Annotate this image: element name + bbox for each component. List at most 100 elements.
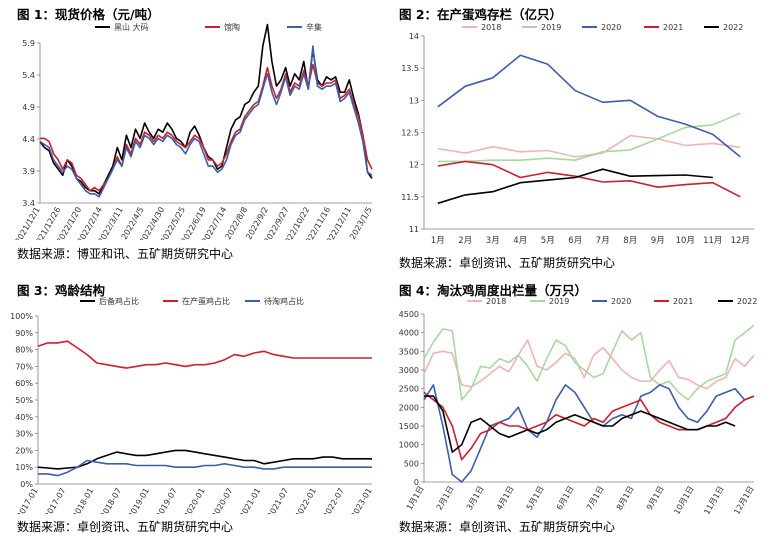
x-tick-label: 12月 [731, 236, 750, 246]
x-tick-label: 2021-07 [266, 487, 291, 515]
chart3-plot: 0% 10% 20% 30% 40% 50% 60% 70% 80% 90% 100% 2017-01… [10, 296, 374, 515]
chart4-plot: 0 500 1000 1500 2000 2500 3000 3500 4000 4500 1月1日… [399, 297, 758, 517]
series-line-2019 [437, 112, 741, 163]
x-tick-label: 2月 [458, 236, 472, 246]
y-tick-label: 60% [15, 379, 33, 388]
y-tick-label: 90% [15, 329, 33, 338]
x-tick-label: 8月1日 [615, 485, 636, 512]
y-tick-label: 0 [414, 478, 419, 487]
y-tick-label: 2000 [399, 403, 419, 412]
series-line-2020 [423, 384, 755, 483]
x-tick-label: 5月1日 [525, 485, 546, 512]
y-tick-label: 2500 [399, 385, 419, 394]
x-tick-label: 10月 [676, 236, 695, 246]
legend-label: 2022 [723, 23, 743, 32]
y-tick-label: 5.9 [22, 39, 35, 48]
y-tick-label: 11 [409, 225, 419, 234]
chart4-source: 数据来源：卓创资讯、五矿期货研究中心 [399, 520, 616, 534]
series-line-2022 [437, 168, 713, 205]
x-tick-label: 2017-01 [15, 487, 40, 515]
legend-label: 在产蛋鸡占比 [182, 296, 230, 306]
x-tick-label: 9月1日 [645, 485, 666, 512]
y-tick-label: 3000 [399, 366, 419, 375]
x-tick-label: 2017-07 [43, 487, 68, 515]
x-tick-label: 2018-07 [99, 487, 124, 515]
x-tick-label: 2019-07 [154, 487, 179, 515]
y-tick-label: 13 [409, 96, 419, 105]
x-tick-label: 9月 [651, 236, 665, 246]
y-tick-label: 70% [15, 362, 33, 371]
x-tick-label: 2020-07 [210, 487, 235, 515]
x-tick-label: 12月1日 [732, 485, 755, 517]
y-tick-label: 1000 [399, 441, 419, 450]
legend-label: 2018 [481, 23, 501, 32]
legend-label: 黑山 大码 [114, 22, 149, 32]
legend-label: 2018 [486, 297, 506, 306]
chart2-plot: 11 11.5 12 12.5 13 13.5 14 1月 2月 3月 4月 5月 6月 7月 8月 9月 10… [401, 23, 754, 246]
series-line-黑山 大码 [39, 23, 373, 195]
y-tick-label: 50% [15, 396, 33, 405]
x-tick-label: 2019-01 [127, 487, 152, 515]
x-tick-label: 2022-07 [321, 487, 346, 515]
y-tick-label: 4.4 [22, 135, 35, 144]
y-tick-label: 12 [409, 161, 419, 170]
x-tick-label: 6月1日 [555, 485, 576, 512]
series-line-2020 [437, 54, 741, 158]
x-tick-label: 4月1日 [495, 485, 516, 512]
series-line-辛集 [39, 45, 373, 198]
series-line-2021 [437, 160, 741, 198]
x-tick-label: 1月1日 [405, 485, 426, 512]
y-tick-label: 3500 [399, 347, 419, 356]
series-line-在产蛋鸡占比 [37, 340, 372, 369]
chart3-source: 数据来源：卓创资讯、五矿期货研究中心 [17, 520, 234, 534]
x-tick-label: 2022-01 [294, 487, 319, 515]
x-tick-label: 3月 [486, 236, 500, 246]
x-tick-label: 6月 [568, 236, 582, 246]
series-line-馆陶 [40, 63, 373, 192]
y-tick-label: 5.4 [22, 71, 35, 80]
chart3-title: 图 3：鸡龄结构 [17, 283, 106, 298]
legend-label: 后备鸡占比 [99, 296, 139, 306]
y-tick-label: 10% [15, 463, 33, 472]
series-line-2019 [423, 324, 755, 401]
chart1-title: 图 1：现货价格（元/吨） [17, 7, 160, 22]
x-tick-label: 4月 [513, 236, 527, 246]
y-tick-label: 1500 [399, 422, 419, 431]
series-line-2022 [424, 395, 736, 453]
legend-label: 2019 [541, 23, 561, 32]
legend-label: 待淘鸡占比 [264, 296, 304, 306]
series-line-2018 [437, 134, 741, 158]
legend-label: 2021 [663, 23, 683, 32]
y-tick-label: 4000 [399, 329, 419, 338]
legend-label: 2019 [549, 297, 569, 306]
x-tick-label: 2023-01 [349, 487, 374, 515]
x-tick-label: 7月 [596, 236, 610, 246]
y-tick-label: 3.4 [22, 199, 35, 208]
y-tick-label: 11.5 [401, 193, 419, 202]
y-tick-label: 4.9 [22, 103, 35, 112]
chart1-plot: 3.43.94.44.95.45.92021/12/12021/12/26202… [13, 22, 373, 240]
x-tick-label: 10月1日 [672, 485, 695, 517]
y-tick-label: 12.5 [401, 129, 419, 138]
legend-label: 馆陶 [224, 22, 240, 32]
series-line-2021 [423, 391, 755, 461]
y-tick-label: 0% [20, 480, 33, 489]
series-line-后备鸡占比 [37, 449, 372, 470]
legend-label: 辛集 [306, 22, 322, 32]
y-tick-label: 13.5 [401, 64, 419, 73]
y-tick-label: 30% [15, 430, 33, 439]
y-tick-label: 3.9 [22, 167, 35, 176]
legend-label: 2022 [737, 297, 757, 306]
x-tick-label: 11月1日 [702, 485, 725, 517]
y-tick-label: 80% [15, 346, 33, 355]
x-tick-label: 2020-01 [182, 487, 207, 515]
x-tick-label: 7月1日 [585, 485, 606, 512]
x-tick-label: 2月1日 [435, 485, 456, 512]
series-line-待淘鸡占比 [38, 459, 372, 477]
y-tick-label: 14 [409, 32, 419, 41]
chart1-source: 数据来源：博亚和讯、五矿期货研究中心 [17, 247, 234, 261]
y-tick-label: 40% [15, 413, 33, 422]
chart2-source: 数据来源：卓创资讯、五矿期货研究中心 [399, 256, 616, 270]
x-tick-label: 2021-01 [238, 487, 263, 515]
y-tick-label: 4500 [399, 310, 419, 319]
